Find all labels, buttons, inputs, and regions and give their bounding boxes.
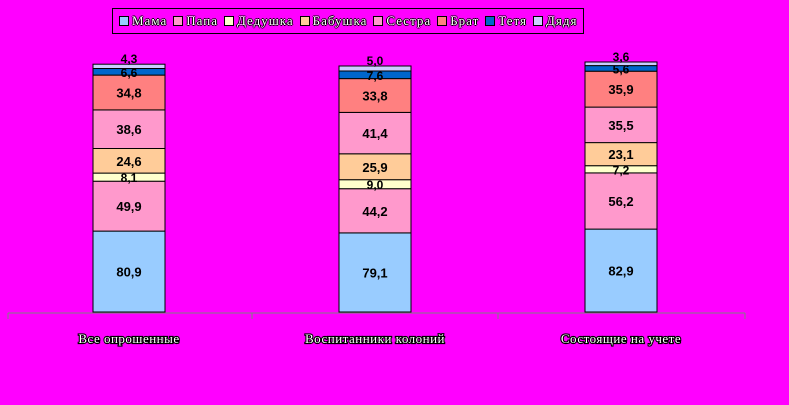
data-label: 4,3 <box>121 52 138 66</box>
data-label: 24,6 <box>116 154 141 169</box>
data-label: 35,9 <box>608 82 633 97</box>
bar-segment <box>584 70 658 108</box>
bar-segment <box>92 148 166 174</box>
legend-label: Мама <box>132 13 168 28</box>
data-label: 33,8 <box>362 89 387 104</box>
data-label: 6,6 <box>121 66 138 80</box>
legend-label: Сестра <box>386 13 432 28</box>
legend-swatch <box>437 16 448 26</box>
bar-segment <box>584 228 658 313</box>
legend-label: Папа <box>186 13 218 28</box>
category-label: Все опрошенные <box>78 331 179 346</box>
bar-segment <box>338 232 412 313</box>
bar-segment <box>92 74 166 111</box>
data-label: 38,6 <box>116 122 141 137</box>
data-label: 79,1 <box>362 265 387 280</box>
data-label: 82,9 <box>608 264 633 279</box>
legend-label: Дядя <box>546 13 578 28</box>
legend-swatch <box>173 16 184 26</box>
bar-segment <box>338 188 412 234</box>
legend-swatch <box>223 16 234 26</box>
data-label: 7,2 <box>613 163 630 177</box>
data-label: 8,1 <box>121 171 138 185</box>
data-label: 41,4 <box>362 126 388 141</box>
bar-segment <box>92 63 166 69</box>
data-label: 5,0 <box>367 54 384 68</box>
bar-segment <box>338 153 412 181</box>
bar-segment <box>584 61 658 67</box>
data-label: 49,9 <box>116 199 141 214</box>
legend-item: Папа <box>173 13 218 29</box>
legend-label: Бабушка <box>312 13 368 28</box>
legend-swatch <box>119 16 129 26</box>
bar-segment <box>584 172 658 230</box>
data-label: 25,9 <box>362 160 387 175</box>
legend-item: Сестра <box>373 13 431 29</box>
category-label: Воспитанники колоний <box>305 331 445 346</box>
bar-segment <box>338 111 412 155</box>
legend-item: Дедушка <box>223 13 294 29</box>
legend-item: Бабушка <box>299 13 368 29</box>
bar-segment <box>584 106 658 144</box>
data-label: 9,0 <box>367 178 384 192</box>
legend: Мама Папа Дедушка Бабушка Сестра Брат Тетя Дядя <box>112 8 585 34</box>
legend-item: Дядя <box>533 13 577 29</box>
legend-item: Мама <box>119 13 167 29</box>
data-label: 7,6 <box>367 69 384 83</box>
legend-swatch <box>485 16 496 26</box>
legend-swatch <box>533 16 543 26</box>
legend-swatch <box>299 16 310 26</box>
data-label: 34,8 <box>116 86 141 101</box>
legend-label: Тетя <box>498 13 527 28</box>
bar-segment <box>338 65 412 72</box>
category-label: Состоящие на учете <box>561 331 681 346</box>
legend-swatch <box>373 16 384 26</box>
data-label: 44,2 <box>362 204 387 219</box>
legend-item: Тетя <box>485 13 527 29</box>
data-label: 56,2 <box>608 194 633 209</box>
legend-item: Брат <box>437 13 479 29</box>
bar-segment <box>92 230 166 313</box>
legend-label: Брат <box>450 13 480 28</box>
bar-segment <box>92 180 166 232</box>
data-label: 3,6 <box>613 50 630 64</box>
data-label: 23,1 <box>608 147 633 162</box>
data-label: 80,9 <box>116 265 141 280</box>
legend-label: Дедушка <box>236 13 294 28</box>
data-label: 35,5 <box>608 118 633 133</box>
